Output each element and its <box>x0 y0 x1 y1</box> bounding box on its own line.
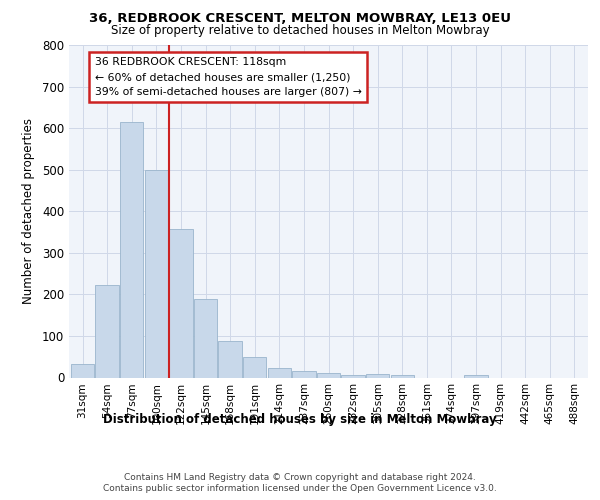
Text: Contains public sector information licensed under the Open Government Licence v3: Contains public sector information licen… <box>103 484 497 493</box>
Bar <box>317 372 340 378</box>
Bar <box>169 228 193 378</box>
Text: Size of property relative to detached houses in Melton Mowbray: Size of property relative to detached ho… <box>110 24 490 37</box>
Text: Distribution of detached houses by size in Melton Mowbray: Distribution of detached houses by size … <box>103 412 497 426</box>
Bar <box>243 356 266 378</box>
Bar <box>464 376 488 378</box>
Bar <box>218 341 242 378</box>
Text: Contains HM Land Registry data © Crown copyright and database right 2024.: Contains HM Land Registry data © Crown c… <box>124 472 476 482</box>
Bar <box>71 364 94 378</box>
Bar <box>366 374 389 378</box>
Text: 36 REDBROOK CRESCENT: 118sqm
← 60% of detached houses are smaller (1,250)
39% of: 36 REDBROOK CRESCENT: 118sqm ← 60% of de… <box>95 58 362 97</box>
Bar <box>145 170 168 378</box>
Bar <box>268 368 291 378</box>
Bar <box>194 300 217 378</box>
Y-axis label: Number of detached properties: Number of detached properties <box>22 118 35 304</box>
Bar <box>120 122 143 378</box>
Bar <box>341 376 365 378</box>
Bar <box>292 372 316 378</box>
Bar <box>391 376 414 378</box>
Bar <box>95 285 119 378</box>
Text: 36, REDBROOK CRESCENT, MELTON MOWBRAY, LE13 0EU: 36, REDBROOK CRESCENT, MELTON MOWBRAY, L… <box>89 12 511 24</box>
